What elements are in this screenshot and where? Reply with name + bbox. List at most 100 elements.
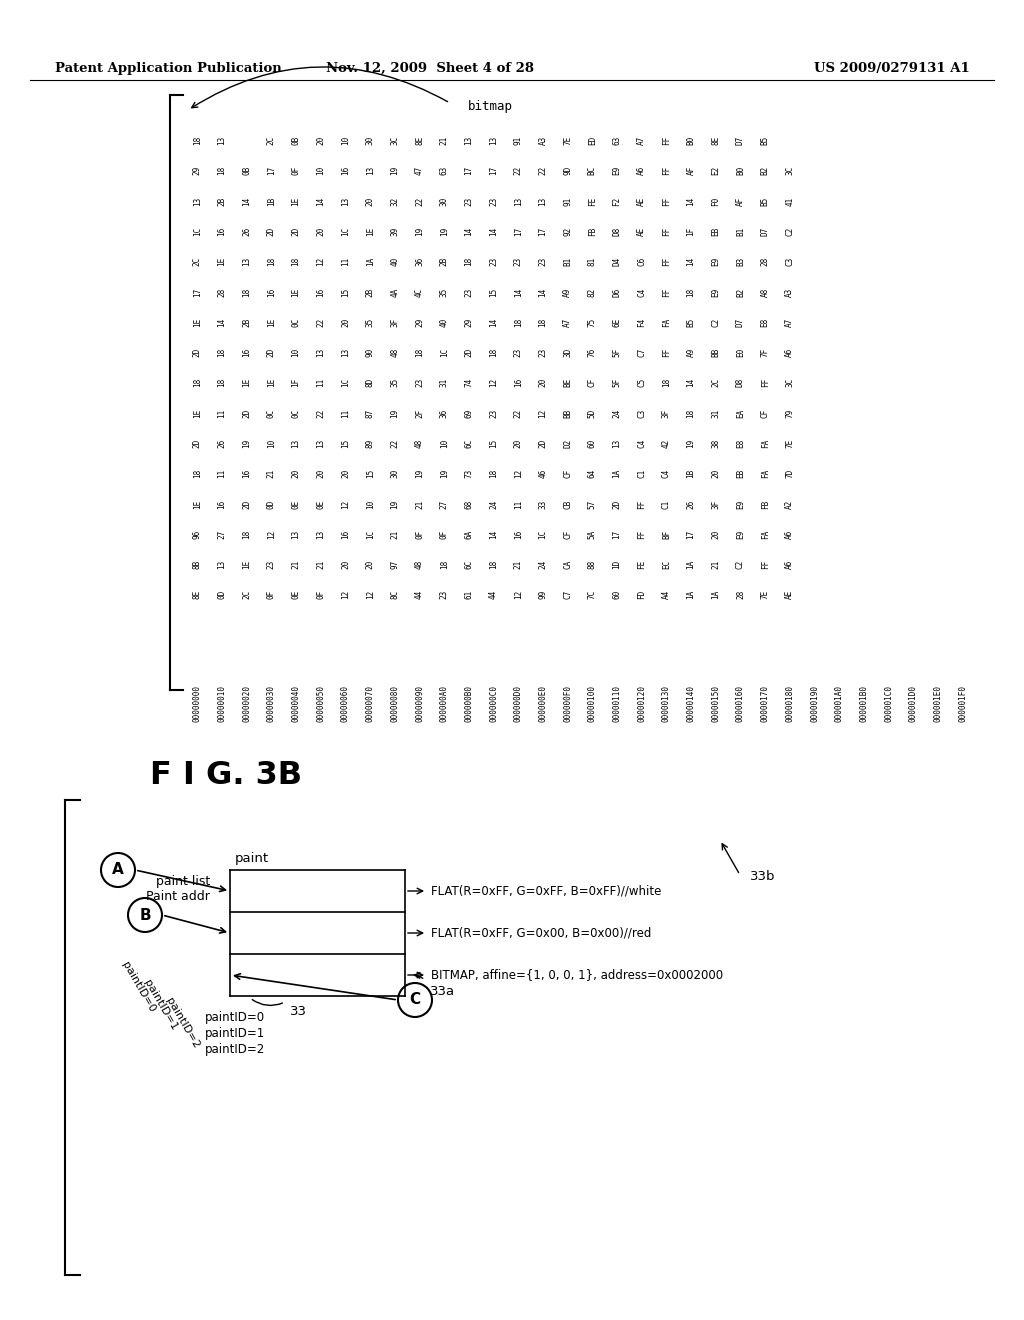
Text: 2B: 2B <box>217 197 226 206</box>
Text: 22: 22 <box>316 318 326 327</box>
Text: 63: 63 <box>612 136 622 145</box>
Text: 31: 31 <box>439 378 449 387</box>
Text: 13: 13 <box>341 197 350 206</box>
Text: 6C: 6C <box>465 560 473 569</box>
Text: FF: FF <box>662 348 671 358</box>
Text: 68: 68 <box>465 499 473 508</box>
Text: A3: A3 <box>539 136 548 145</box>
Text: 20: 20 <box>316 227 326 236</box>
Text: 27: 27 <box>217 529 226 539</box>
Text: 92: 92 <box>563 227 572 236</box>
Text: 2F: 2F <box>415 408 424 417</box>
Text: 1C: 1C <box>193 227 202 236</box>
Text: 14: 14 <box>687 257 695 267</box>
Text: 00000160: 00000160 <box>736 685 745 722</box>
Text: 16: 16 <box>217 227 226 236</box>
Text: E9: E9 <box>736 499 745 508</box>
Text: C4: C4 <box>662 469 671 478</box>
Text: 30: 30 <box>439 197 449 206</box>
Text: 22: 22 <box>316 408 326 417</box>
Text: A6: A6 <box>785 560 795 569</box>
Text: 13: 13 <box>243 257 251 267</box>
Text: 14: 14 <box>514 288 523 297</box>
Text: 20: 20 <box>712 529 720 539</box>
Text: 1F: 1F <box>292 378 301 387</box>
Text: 1A: 1A <box>612 469 622 478</box>
Text: C7: C7 <box>637 348 646 358</box>
Text: 18: 18 <box>687 288 695 297</box>
Text: 24: 24 <box>489 499 498 508</box>
Text: 10: 10 <box>439 438 449 447</box>
Text: 74: 74 <box>465 378 473 387</box>
Text: 23: 23 <box>465 288 473 297</box>
Text: 1C: 1C <box>341 378 350 387</box>
Text: 36: 36 <box>439 408 449 417</box>
Text: 64: 64 <box>588 469 597 478</box>
Text: 75: 75 <box>588 318 597 327</box>
Text: 1A: 1A <box>687 590 695 599</box>
Text: C: C <box>410 993 421 1007</box>
Text: E8: E8 <box>736 438 745 447</box>
Text: 11: 11 <box>514 499 523 508</box>
Text: 19: 19 <box>687 438 695 447</box>
Text: BB: BB <box>563 408 572 417</box>
Text: 2D: 2D <box>465 348 473 358</box>
Text: 00000050: 00000050 <box>316 685 326 722</box>
Text: A6: A6 <box>785 529 795 539</box>
Text: 1C: 1C <box>539 529 548 539</box>
Text: 33: 33 <box>539 499 548 508</box>
Text: 42: 42 <box>662 438 671 447</box>
Text: 14: 14 <box>243 197 251 206</box>
Text: 00000030: 00000030 <box>267 685 275 722</box>
Text: 2C: 2C <box>712 378 720 387</box>
Text: C6: C6 <box>637 257 646 267</box>
Text: 18: 18 <box>217 378 226 387</box>
Text: 21: 21 <box>415 499 424 508</box>
Text: 19: 19 <box>415 469 424 478</box>
Text: B2: B2 <box>736 288 745 297</box>
Text: 0D: 0D <box>217 590 226 599</box>
Text: D7: D7 <box>736 136 745 145</box>
Text: C1: C1 <box>637 469 646 478</box>
Text: 18: 18 <box>489 560 498 569</box>
Text: D2: D2 <box>563 438 572 447</box>
Text: 35: 35 <box>390 378 399 387</box>
Text: 46: 46 <box>539 469 548 478</box>
Text: 10: 10 <box>316 166 326 176</box>
Text: B1: B1 <box>736 227 745 236</box>
Text: 16: 16 <box>243 348 251 358</box>
Text: 1F: 1F <box>687 227 695 236</box>
Text: 18: 18 <box>539 318 548 327</box>
Text: 24: 24 <box>539 560 548 569</box>
Text: 0F: 0F <box>316 590 326 599</box>
Text: 1E: 1E <box>243 560 251 569</box>
Text: 8E: 8E <box>415 136 424 145</box>
Text: 20: 20 <box>316 136 326 145</box>
Text: 00000120: 00000120 <box>637 685 646 722</box>
Text: F4: F4 <box>637 318 646 327</box>
Text: 2C: 2C <box>243 590 251 599</box>
Text: FLAT(R=0xFF, G=0x00, B=0x00)//red: FLAT(R=0xFF, G=0x00, B=0x00)//red <box>431 927 651 940</box>
Text: 61: 61 <box>465 590 473 599</box>
Text: 87: 87 <box>366 408 375 417</box>
Text: A4: A4 <box>662 590 671 599</box>
Text: A7: A7 <box>637 136 646 145</box>
Text: 0C: 0C <box>292 318 301 327</box>
Text: FF: FF <box>637 529 646 539</box>
Text: E9: E9 <box>712 288 720 297</box>
Text: 40: 40 <box>439 318 449 327</box>
Text: 17: 17 <box>539 227 548 236</box>
Text: 16: 16 <box>316 288 326 297</box>
Text: 19: 19 <box>390 166 399 176</box>
Text: 16: 16 <box>341 166 350 176</box>
Text: 17: 17 <box>612 529 622 539</box>
Text: C2: C2 <box>736 560 745 569</box>
Text: 0B: 0B <box>292 136 301 145</box>
Text: 19: 19 <box>439 227 449 236</box>
Text: 15: 15 <box>341 288 350 297</box>
Text: 32: 32 <box>390 197 399 206</box>
Text: 5A: 5A <box>588 529 597 539</box>
Text: 000001E0: 000001E0 <box>934 685 942 722</box>
Text: 00000110: 00000110 <box>612 685 622 722</box>
Text: 3C: 3C <box>785 166 795 176</box>
